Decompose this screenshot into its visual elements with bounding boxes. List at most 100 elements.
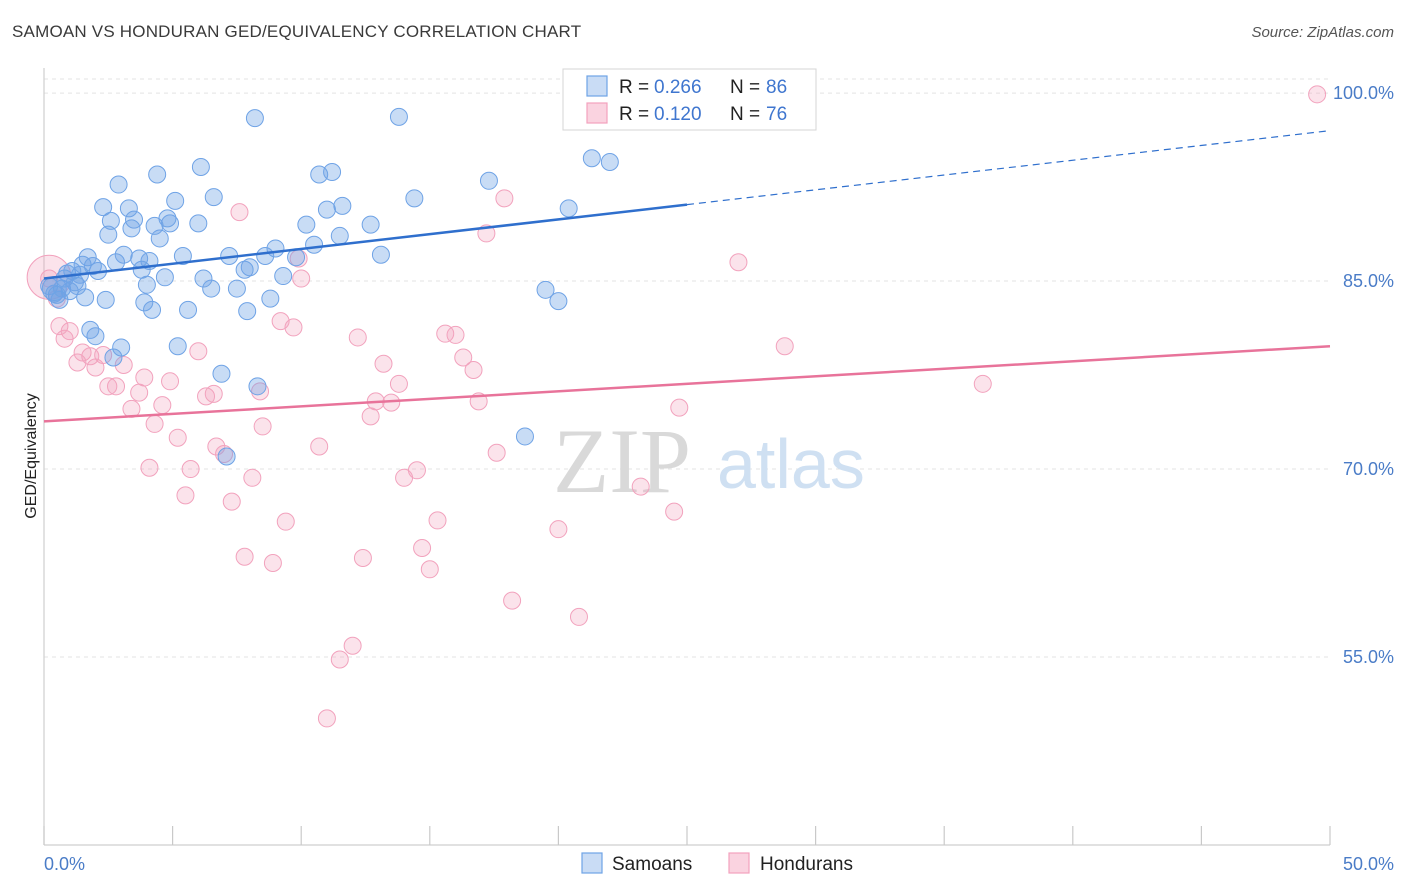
legend-n-label-samoans: N = <box>730 77 760 98</box>
samoans-point <box>305 235 324 254</box>
samoans-point <box>135 293 154 312</box>
hondurans-point <box>495 189 514 208</box>
hondurans-point <box>99 377 118 396</box>
samoans-point <box>202 279 221 298</box>
hondurans-point <box>161 372 180 391</box>
hondurans-point <box>168 428 187 447</box>
series-legend: Samoans Hondurans <box>581 852 853 875</box>
hondurans-point <box>374 354 393 373</box>
samoans-point <box>125 210 144 229</box>
samoans-point <box>168 337 187 356</box>
legend-n-label-hondurans: N = <box>730 104 760 125</box>
samoans-point <box>104 348 123 367</box>
samoans-point <box>109 175 128 194</box>
x-ticks <box>43 826 1331 845</box>
y-tick-labels: 55.0% 70.0% 85.0% 100.0% <box>1333 83 1394 667</box>
series-legend-swatch-samoans <box>581 852 603 874</box>
hondurans-point <box>317 709 336 728</box>
hondurans-point <box>114 356 133 375</box>
hondurans-point <box>153 396 172 415</box>
hondurans-point <box>343 636 362 655</box>
samoans-point <box>479 171 498 190</box>
samoans-point <box>582 149 601 168</box>
y-tick-label: 70.0% <box>1343 459 1394 479</box>
samoans-point <box>238 302 257 321</box>
samoans-point <box>78 248 97 267</box>
samoans-point <box>266 239 285 258</box>
samoans-point <box>323 163 342 182</box>
samoans-point <box>166 191 185 210</box>
samoans-point <box>217 447 236 466</box>
hondurans-point <box>665 502 684 521</box>
hondurans-point <box>413 538 432 557</box>
hondurans-point <box>60 322 79 341</box>
samoans-point <box>150 229 169 248</box>
hondurans-point <box>215 444 234 463</box>
hondurans-point <box>549 520 568 539</box>
hondurans-point <box>140 458 159 477</box>
samoans-point <box>330 226 349 245</box>
samoans-point <box>114 245 133 264</box>
hondurans-point <box>361 407 380 426</box>
hondurans-point <box>107 377 126 396</box>
watermark-atlas: atlas <box>717 425 865 503</box>
hondurans-point <box>428 511 447 530</box>
hondurans-point <box>631 477 650 496</box>
samoans-point <box>101 211 120 230</box>
samoans-point <box>173 246 192 265</box>
samoans-point <box>86 327 105 346</box>
hondurans-point <box>1308 85 1327 104</box>
x-tick-label-min: 0.0% <box>44 854 85 874</box>
samoans-point <box>148 165 167 184</box>
samoans-point <box>297 215 316 234</box>
series-legend-label-samoans: Samoans <box>612 854 692 875</box>
samoans-point <box>515 427 534 446</box>
samoans-point <box>158 209 177 228</box>
samoans-point <box>317 200 336 219</box>
legend-r-value-hondurans: 0.120 <box>654 104 702 125</box>
samoans-point <box>76 288 95 307</box>
x-tick-label-max: 50.0% <box>1343 854 1394 874</box>
samoans-trend-line <box>43 203 688 280</box>
hondurans-point <box>222 492 241 511</box>
hondurans-point <box>253 417 272 436</box>
hondurans-point <box>569 607 588 626</box>
hondurans-point <box>284 318 303 337</box>
hondurans-point <box>353 549 372 568</box>
hondurans-point <box>310 437 329 456</box>
hondurans-point <box>292 269 311 288</box>
watermark: ZIP atlas <box>553 410 865 512</box>
hondurans-point <box>454 348 473 367</box>
legend-r-value-samoans: 0.266 <box>654 77 702 98</box>
hondurans-point <box>235 547 254 566</box>
hondurans-point <box>230 203 249 222</box>
hondurans-point <box>348 328 367 347</box>
hondurans-point <box>204 384 223 403</box>
samoans-point <box>94 198 113 217</box>
hondurans-point <box>135 368 154 387</box>
hondurans-point <box>251 382 270 401</box>
samoans-point <box>179 300 198 319</box>
samoans-point <box>600 152 619 171</box>
stats-legend: R = 0.266 N = 86 R = 0.120 N = 76 <box>562 68 817 131</box>
legend-r-label-samoans: R = <box>619 77 649 98</box>
hondurans-point <box>973 374 992 393</box>
samoans-point <box>96 290 115 309</box>
hondurans-point <box>407 461 426 480</box>
samoans-point <box>99 225 118 244</box>
hondurans-point <box>775 337 794 356</box>
samoans-point <box>212 364 231 383</box>
hondurans-point <box>176 486 195 505</box>
hondurans-point <box>276 512 295 531</box>
hondurans-point <box>243 468 262 487</box>
samoans-point <box>155 268 174 287</box>
y-tick-label: 100.0% <box>1333 83 1394 103</box>
samoans-point <box>112 338 131 357</box>
samoans-point <box>536 280 555 299</box>
hondurans-point <box>130 383 149 402</box>
hondurans-point <box>94 345 113 364</box>
samoans-point <box>245 109 264 128</box>
legend-r-label-hondurans: R = <box>619 104 649 125</box>
samoans-point <box>189 214 208 233</box>
series-legend-label-hondurans: Hondurans <box>760 854 853 875</box>
